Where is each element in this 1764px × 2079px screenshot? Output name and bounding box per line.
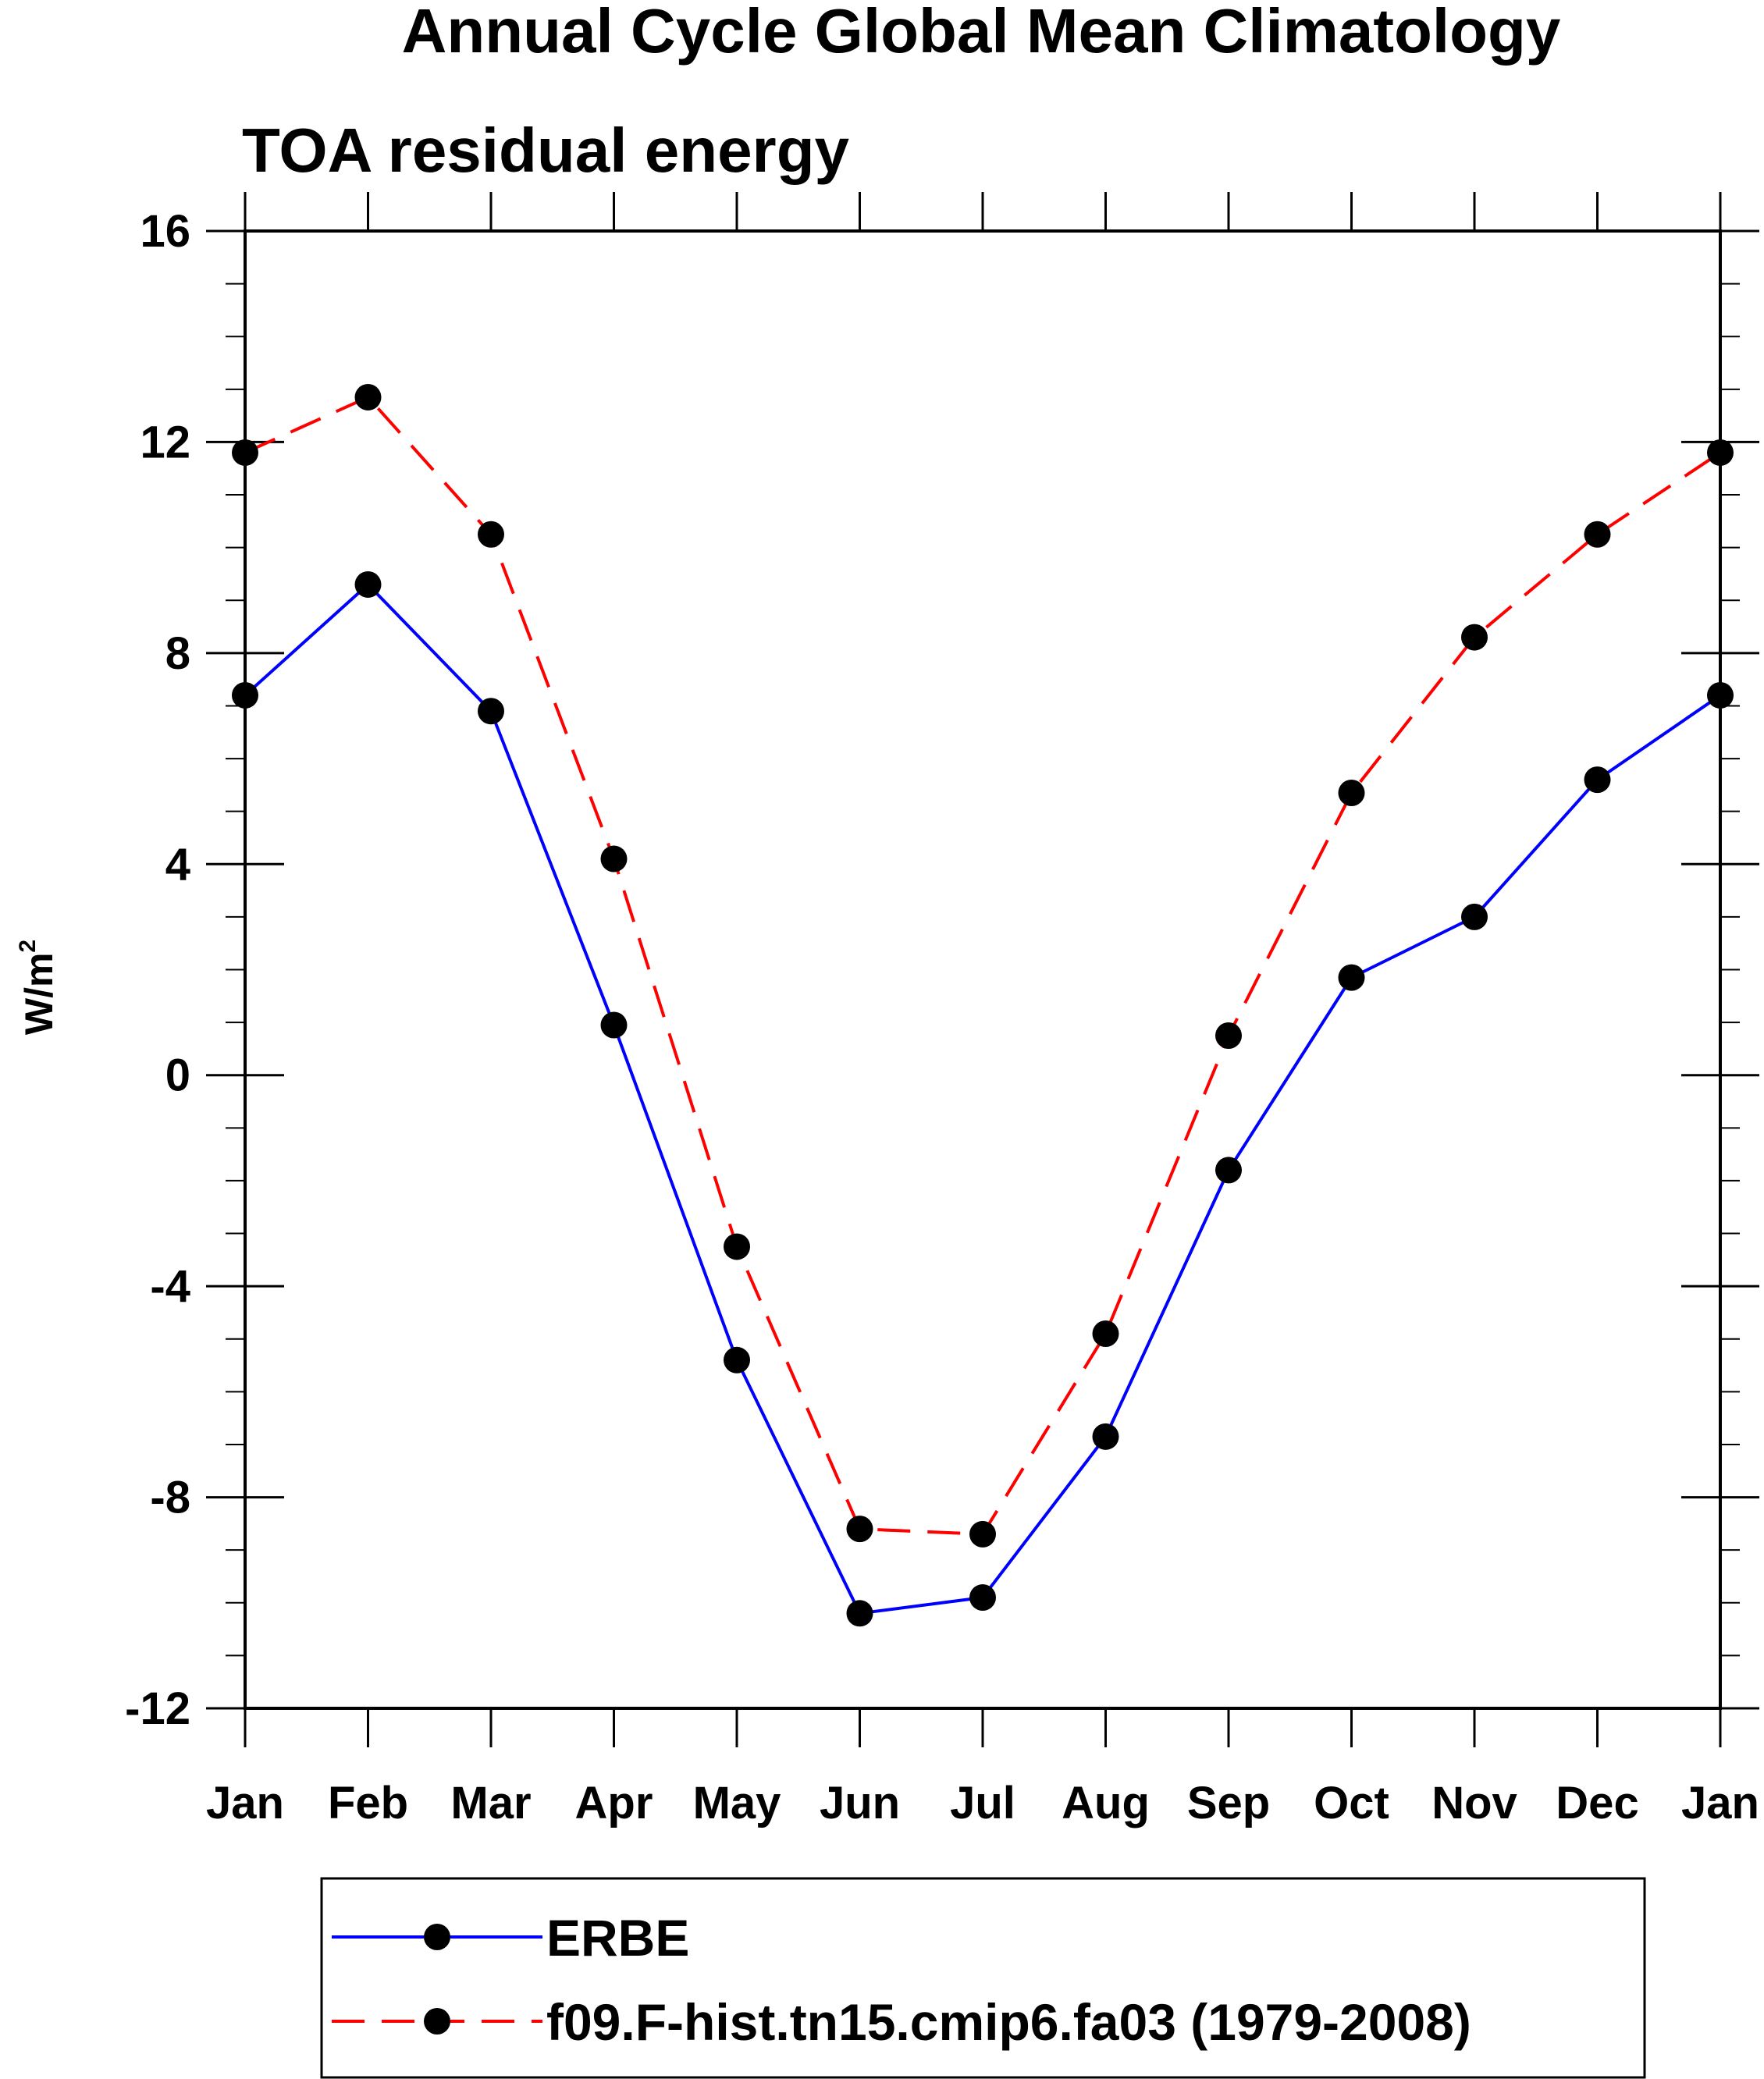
x-tick-label: May [693, 1778, 781, 1828]
data-point-series-2 [1584, 521, 1611, 548]
data-point-series-1 [1338, 964, 1365, 991]
chart-title: Annual Cycle Global Mean Climatology [402, 0, 1561, 66]
data-point-series-2 [354, 383, 382, 410]
chart-subtitle: TOA residual energy [242, 116, 850, 185]
y-tick-label: 12 [140, 417, 190, 467]
tick-labels: -12 -8 -4 0 4 8 12 16 Jan Feb Mar Apr May Jun Jul Aug Se… [125, 206, 1759, 1828]
series-line-2 [244, 395, 1722, 1536]
data-point-series-2 [600, 845, 628, 872]
data-point-series-2 [1338, 780, 1365, 807]
data-point-series-2 [846, 1516, 873, 1543]
data-point-series-1 [846, 1600, 873, 1627]
data-point-series-1 [354, 570, 382, 598]
series-markers [232, 383, 1734, 1627]
x-tick-label: Dec [1556, 1778, 1638, 1828]
y-tick-label: 4 [165, 839, 190, 890]
data-point-series-2 [969, 1520, 996, 1548]
data-point-series-1 [1215, 1157, 1242, 1184]
x-tick-label: Jul [950, 1778, 1015, 1828]
y-tick-label: -8 [150, 1473, 190, 1523]
svg-text:W/m2: W/m2 [15, 940, 61, 1035]
x-tick-label: Jun [820, 1778, 900, 1828]
series-line-1 [244, 582, 1722, 1615]
data-point-series-2 [724, 1233, 750, 1260]
legend-label-1: ERBE [546, 1909, 689, 1967]
y-axis-label-superscript: 2 [15, 940, 41, 953]
y-axis-label: W/m2 [15, 940, 61, 1035]
legend-marker-1 [424, 1924, 450, 1950]
x-tick-label: Aug [1062, 1778, 1150, 1828]
data-point-series-2 [478, 521, 504, 548]
data-point-series-1 [969, 1584, 996, 1612]
x-tick-label: Nov [1431, 1778, 1517, 1828]
data-point-series-2 [1461, 624, 1488, 651]
x-tick-label: Oct [1314, 1778, 1389, 1828]
data-point-series-2 [1092, 1320, 1119, 1347]
x-tick-label: Jan [206, 1778, 284, 1828]
data-point-series-1 [1584, 766, 1611, 794]
data-point-series-1 [478, 698, 504, 725]
data-point-series-1 [600, 1011, 628, 1039]
x-tick-label: Sep [1187, 1778, 1270, 1828]
x-tick-label: Feb [328, 1778, 408, 1828]
series-lines [244, 395, 1722, 1615]
x-tick-label: Apr [575, 1778, 653, 1828]
y-tick-label: -4 [150, 1261, 190, 1312]
legend-label-2: f09.F-hist.tn15.cmip6.fa03 (1979-2008) [546, 1993, 1471, 2051]
legend-marker-2 [424, 2008, 450, 2035]
data-point-series-2 [1215, 1022, 1242, 1050]
data-point-series-1 [1461, 903, 1488, 930]
data-point-series-1 [1092, 1423, 1119, 1450]
x-tick-label: Jan [1681, 1778, 1759, 1828]
y-tick-label: -12 [125, 1683, 190, 1734]
y-tick-label: 8 [165, 628, 190, 679]
legend-box [320, 1877, 1646, 2079]
axis-ticks [206, 192, 1759, 1747]
y-tick-label: 0 [165, 1050, 190, 1101]
x-tick-label: Mar [450, 1778, 531, 1828]
data-point-series-1 [724, 1346, 750, 1374]
y-tick-label: 16 [140, 206, 190, 257]
y-axis-label-base: W/m [17, 953, 61, 1036]
legend: ERBE f09.F-hist.tn15.cmip6.fa03 (1979-200… [320, 1877, 1646, 2079]
plot-frame [244, 229, 1722, 1710]
